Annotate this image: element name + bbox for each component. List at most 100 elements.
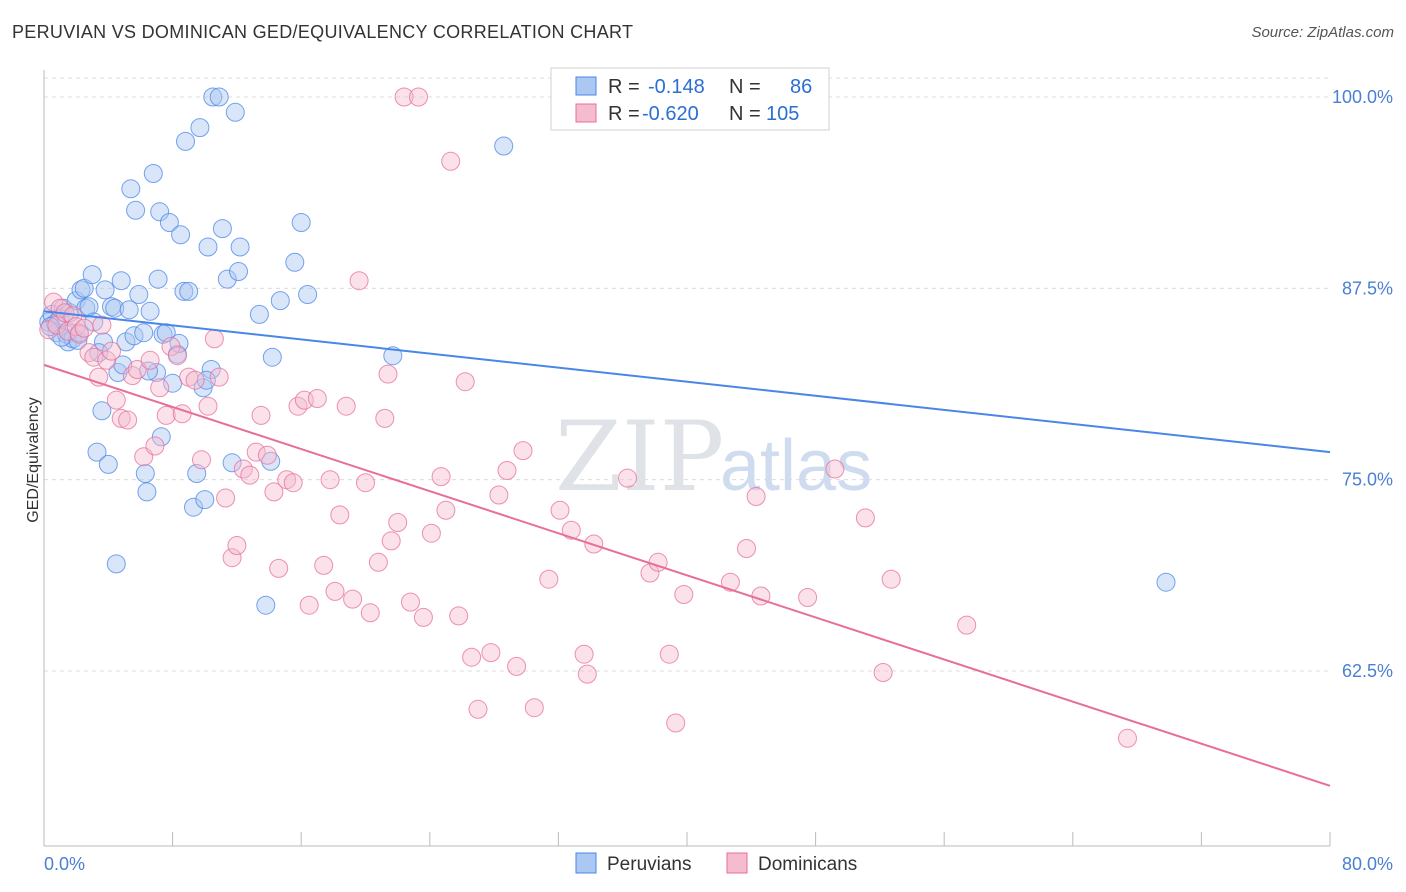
data-point [356, 473, 375, 493]
data-point [413, 607, 433, 627]
data-point [227, 536, 247, 555]
y-tick-label: 62.5% [1342, 661, 1393, 681]
data-point [330, 505, 350, 525]
data-point [201, 360, 221, 379]
data-point [249, 304, 269, 324]
legend-n-value: 86 [790, 76, 812, 98]
data-point [225, 102, 245, 122]
series-dominicans [39, 87, 1137, 748]
data-point [1118, 728, 1137, 748]
data-point [198, 396, 218, 416]
data-point [240, 465, 260, 485]
data-point [574, 644, 594, 664]
data-point [126, 200, 146, 220]
data-point [881, 569, 901, 589]
data-point [349, 271, 369, 291]
data-point [401, 592, 420, 612]
watermark-atlas: atlas [720, 426, 872, 506]
data-point [209, 87, 229, 107]
data-point [216, 488, 236, 508]
legend-r-label: R = [608, 76, 640, 98]
data-point [222, 453, 242, 473]
data-point [135, 464, 155, 483]
data-point [449, 606, 469, 626]
data-point [375, 408, 395, 428]
data-point [513, 441, 533, 461]
data-point [119, 300, 139, 320]
data-point [105, 298, 125, 318]
y-tick-label: 100.0% [1332, 87, 1393, 107]
data-point [381, 531, 401, 551]
data-point [409, 87, 428, 107]
data-point [421, 523, 441, 543]
data-point [378, 364, 398, 384]
data-point [229, 262, 248, 281]
data-point [137, 482, 157, 502]
data-point [203, 87, 223, 107]
data-point [87, 442, 107, 462]
data-point [204, 329, 224, 349]
data-point [151, 427, 171, 447]
data-point [251, 405, 271, 425]
data-point [524, 698, 544, 718]
data-point [343, 589, 363, 609]
data-point [143, 164, 163, 183]
data-point [873, 663, 893, 682]
data-point [98, 454, 118, 474]
data-point [618, 468, 637, 488]
legend-r-value: -0.148 [648, 76, 705, 98]
data-point [159, 213, 179, 232]
data-point [92, 315, 112, 335]
data-point [270, 291, 290, 311]
data-point [66, 317, 86, 337]
data-point [262, 347, 282, 367]
chart-title: PERUVIAN VS DOMINICAN GED/EQUIVALENCY CO… [12, 22, 634, 42]
data-point [140, 301, 160, 321]
y-tick-label: 75.0% [1342, 470, 1393, 490]
data-point [179, 281, 199, 301]
data-point [468, 699, 488, 719]
data-point [106, 390, 126, 410]
x-tick-label: 0.0% [44, 854, 85, 874]
data-point [489, 485, 509, 505]
data-point [825, 459, 845, 479]
source-credit: Source: ZipAtlas.com [1251, 24, 1394, 41]
series-label-peruvians: Peruvians [607, 854, 692, 875]
data-point [147, 363, 166, 382]
data-point [674, 585, 694, 604]
trend-lines [43, 310, 1331, 787]
data-point [184, 497, 203, 517]
data-point [325, 581, 345, 601]
data-point [388, 513, 408, 532]
data-point [539, 569, 559, 589]
data-point [150, 378, 170, 398]
legend-box: R = -0.148 N = 86 R = -0.620 N = 105 [550, 67, 830, 131]
data-point [145, 436, 165, 456]
series-peruvians [39, 87, 1176, 615]
data-point [140, 350, 160, 370]
data-point [246, 442, 266, 462]
trend-line-dominicans [43, 363, 1331, 787]
series-swatch-peruvians [575, 852, 597, 874]
series-label-dominicans: Dominicans [758, 854, 857, 875]
data-point [336, 396, 356, 416]
data-point [497, 461, 517, 480]
data-point [257, 445, 277, 465]
data-point [746, 487, 766, 506]
data-point [957, 615, 977, 635]
trend-line-peruvians [43, 310, 1331, 454]
data-point [174, 281, 194, 301]
data-point [111, 408, 131, 428]
data-point [113, 355, 133, 375]
data-points [39, 87, 1176, 748]
data-point [320, 470, 340, 490]
data-point [299, 595, 319, 615]
data-point [368, 552, 388, 572]
legend-swatch-dominicans [575, 103, 597, 123]
y-axis-label: GED/Equivalency [25, 397, 42, 522]
data-point [195, 490, 215, 510]
data-point [737, 539, 756, 558]
x-tick-label: 80.0% [1342, 854, 1393, 874]
data-point [74, 318, 94, 338]
